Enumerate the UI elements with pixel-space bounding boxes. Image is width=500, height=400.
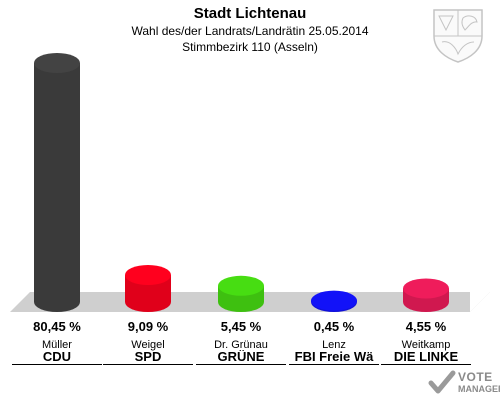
chart-subtitle: Wahl des/der Landrats/Landrätin 25.05.20… xyxy=(131,24,369,38)
bar-top xyxy=(125,264,171,285)
bar-top xyxy=(34,53,80,73)
crest-icon xyxy=(433,9,483,63)
candidate-label: Weitkamp xyxy=(401,339,451,351)
bar-die-linke xyxy=(403,278,449,312)
candidate-label: Lenz xyxy=(322,339,346,351)
bar-cdu xyxy=(34,53,80,312)
bar-top xyxy=(403,278,449,299)
bar-top xyxy=(218,275,264,296)
value-label: 0,45 % xyxy=(313,319,355,334)
chart-backdrop xyxy=(470,55,490,312)
value-label: 4,55 % xyxy=(405,319,447,334)
bar-fbi-freie-w- xyxy=(311,290,357,312)
bar-body xyxy=(125,274,171,312)
value-label: 80,45 % xyxy=(33,319,81,334)
logo-line2: MANAGER xyxy=(458,384,500,394)
candidate-label: Weigel xyxy=(131,339,165,351)
bar-gr-ne xyxy=(218,275,264,312)
value-label: 5,45 % xyxy=(220,319,262,334)
party-label: FBI Freie Wä xyxy=(289,350,379,365)
party-label: GRÜNE xyxy=(196,350,286,365)
party-label: CDU xyxy=(12,350,102,365)
party-label: DIE LINKE xyxy=(381,350,471,365)
bar-body xyxy=(34,63,80,312)
check-mark-icon xyxy=(428,370,456,394)
party-label: SPD xyxy=(103,350,193,365)
candidate-label: Dr. Grünau xyxy=(214,339,268,351)
bar-top xyxy=(311,290,357,311)
logo-line1: VOTE xyxy=(458,370,493,384)
candidate-label: Müller xyxy=(42,339,72,351)
chart-header: Stadt Lichtenau Wahl des/der Landrats/La… xyxy=(0,5,500,55)
district-label: Stimmbezirk 110 (Asseln) xyxy=(182,40,318,54)
vote-manager-logo: VOTE MANAGER xyxy=(428,368,500,398)
chart-title: Stadt Lichtenau xyxy=(193,5,307,22)
bar-spd xyxy=(125,264,171,312)
value-label: 9,09 % xyxy=(127,319,169,334)
